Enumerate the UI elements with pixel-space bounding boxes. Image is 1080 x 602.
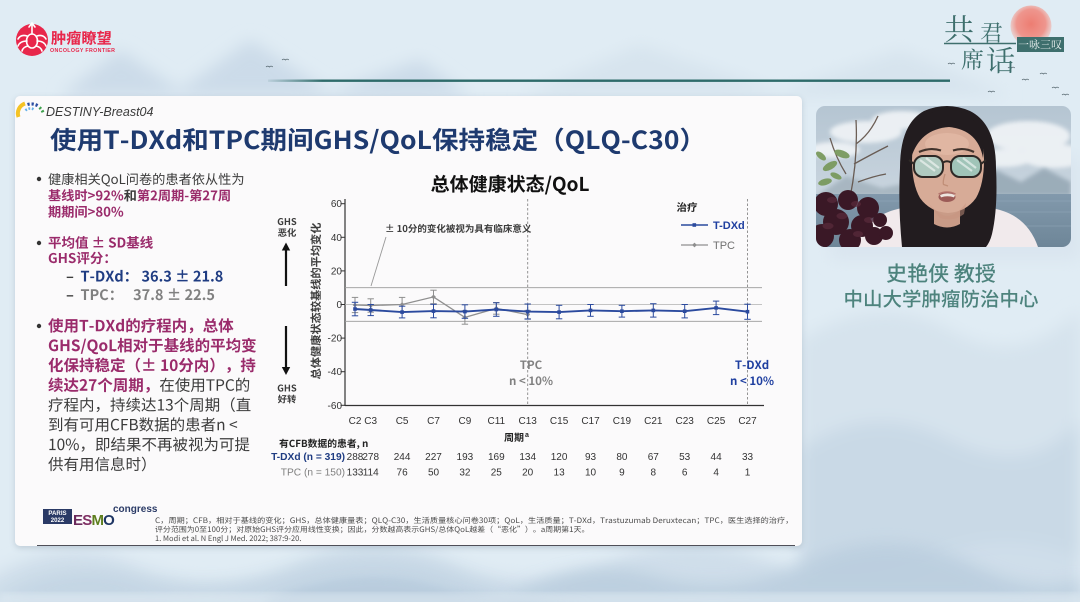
svg-text:288: 288 bbox=[347, 452, 364, 463]
svg-text:-20: -20 bbox=[328, 334, 343, 345]
svg-text:134: 134 bbox=[519, 452, 536, 463]
svg-text:C9: C9 bbox=[459, 416, 472, 427]
svg-text:44: 44 bbox=[711, 452, 723, 463]
svg-text:C7: C7 bbox=[427, 416, 440, 427]
svg-text:C27: C27 bbox=[738, 416, 757, 427]
svg-text:TPC (n = 150): TPC (n = 150) bbox=[281, 468, 345, 479]
svg-text:-60: -60 bbox=[328, 401, 343, 412]
svg-text:-40: -40 bbox=[328, 367, 343, 378]
svg-text:40: 40 bbox=[331, 233, 343, 244]
svg-text:33: 33 bbox=[742, 452, 754, 463]
svg-text:1: 1 bbox=[745, 468, 751, 479]
svg-text:169: 169 bbox=[488, 452, 505, 463]
svg-text:25: 25 bbox=[491, 468, 503, 479]
svg-text:93: 93 bbox=[585, 452, 597, 463]
svg-text:53: 53 bbox=[679, 452, 691, 463]
svg-text:9: 9 bbox=[619, 468, 625, 479]
svg-text:60: 60 bbox=[331, 199, 343, 210]
svg-text:32: 32 bbox=[459, 468, 471, 479]
svg-text:50: 50 bbox=[428, 468, 440, 479]
svg-text:C11: C11 bbox=[487, 416, 505, 427]
svg-text:C25: C25 bbox=[707, 416, 726, 427]
svg-text:67: 67 bbox=[648, 452, 660, 463]
svg-text:4: 4 bbox=[713, 468, 719, 479]
svg-text:C17: C17 bbox=[581, 416, 600, 427]
svg-text:120: 120 bbox=[551, 452, 568, 463]
svg-text:C21: C21 bbox=[644, 416, 663, 427]
svg-text:C15: C15 bbox=[550, 416, 569, 427]
svg-text:T-DXd (n = 319): T-DXd (n = 319) bbox=[271, 452, 345, 463]
svg-text:TPC: TPC bbox=[713, 240, 735, 252]
svg-text:6: 6 bbox=[682, 468, 688, 479]
svg-text:76: 76 bbox=[397, 468, 409, 479]
svg-text:114: 114 bbox=[363, 468, 379, 479]
svg-text:C19: C19 bbox=[613, 416, 632, 427]
svg-text:T-DXd: T-DXd bbox=[713, 220, 745, 232]
svg-text:80: 80 bbox=[616, 452, 628, 463]
svg-text:10: 10 bbox=[585, 468, 597, 479]
svg-text:227: 227 bbox=[425, 452, 442, 463]
svg-text:0: 0 bbox=[336, 300, 342, 311]
svg-text:C5: C5 bbox=[396, 416, 409, 427]
svg-text:244: 244 bbox=[394, 452, 411, 463]
svg-text:C3: C3 bbox=[364, 416, 377, 427]
svg-text:278: 278 bbox=[362, 452, 379, 463]
svg-text:20: 20 bbox=[331, 266, 343, 277]
svg-text:133: 133 bbox=[347, 468, 364, 479]
svg-text:C13: C13 bbox=[519, 416, 538, 427]
svg-text:C2: C2 bbox=[349, 416, 362, 427]
svg-text:193: 193 bbox=[457, 452, 474, 463]
svg-text:C23: C23 bbox=[676, 416, 695, 427]
svg-text:8: 8 bbox=[651, 468, 657, 479]
svg-text:13: 13 bbox=[554, 468, 566, 479]
svg-text:20: 20 bbox=[522, 468, 534, 479]
svg-text:a: a bbox=[525, 432, 529, 439]
